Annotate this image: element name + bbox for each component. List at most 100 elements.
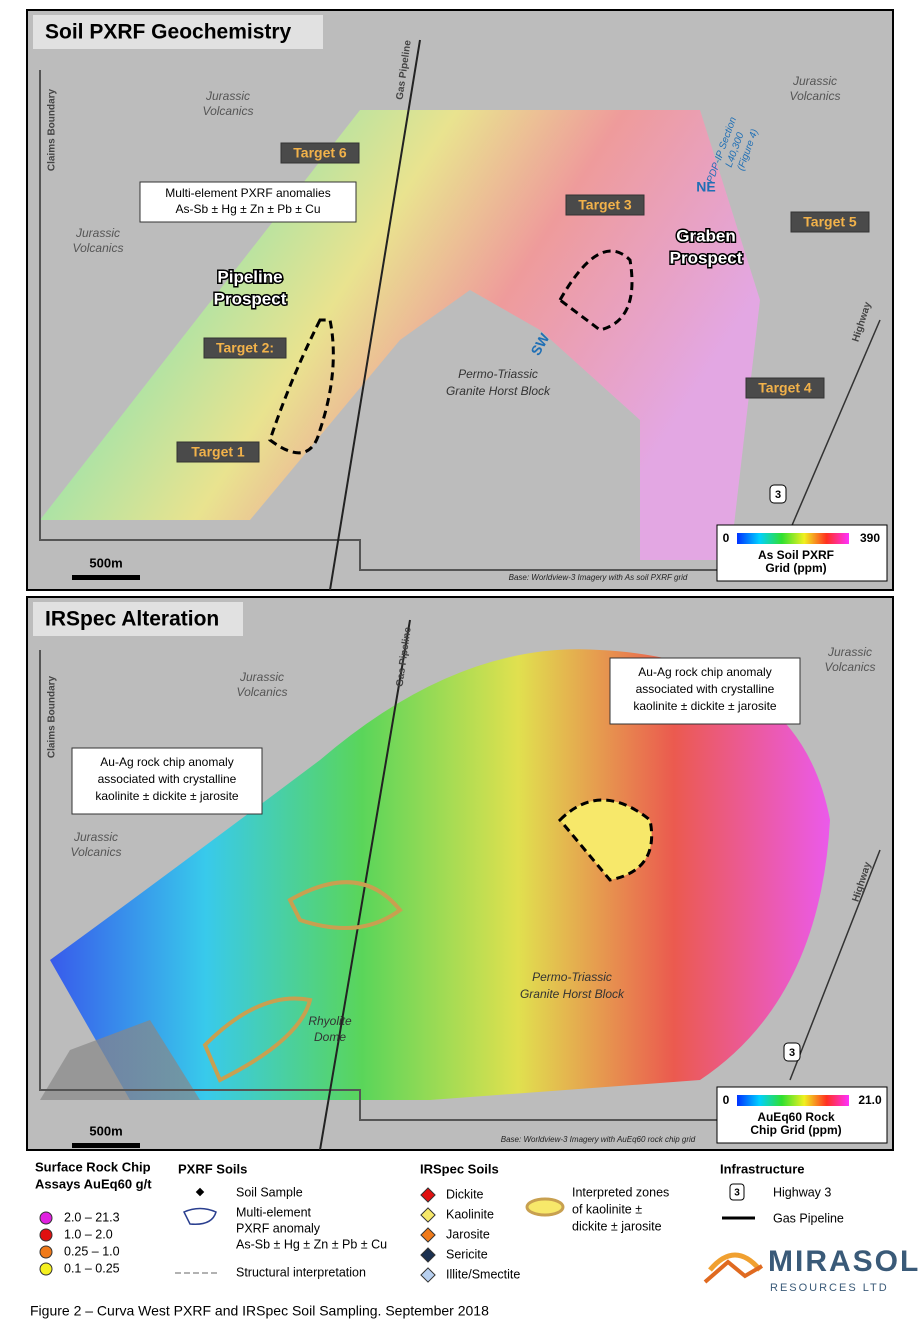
label: 0	[723, 531, 730, 545]
rhyolite-area	[40, 1020, 200, 1100]
label: Soil Sample	[236, 1185, 303, 1199]
scale-bar	[72, 575, 140, 580]
label: Granite Horst Block	[520, 987, 625, 1001]
label-box	[745, 377, 825, 399]
label: Volcanics	[71, 845, 122, 859]
colorbar	[737, 533, 849, 544]
zone-outline	[287, 880, 403, 930]
label-box	[565, 194, 645, 216]
label: 500m	[89, 555, 122, 570]
label: Permo-Triassic	[458, 367, 538, 381]
legend-swatch	[420, 1187, 436, 1203]
label: Grid (ppm)	[765, 561, 826, 575]
label: 21.0	[858, 1093, 882, 1107]
label: kaolinite ± dickite ± jarosite	[95, 789, 239, 803]
claims-line	[39, 70, 880, 571]
target-outline	[558, 249, 634, 332]
label: Target 4	[758, 380, 812, 396]
label: Graben	[676, 226, 736, 245]
label: Volcanics	[203, 104, 254, 118]
label: Target 1	[191, 444, 245, 460]
label: 500m	[89, 1123, 122, 1138]
label: Claims Boundary	[47, 88, 58, 171]
anomaly-symbol	[182, 1207, 217, 1225]
label: PXRF Soils	[178, 1161, 247, 1176]
label: AuEq60 Rock	[757, 1110, 835, 1124]
label: 0.1 – 0.25	[64, 1261, 120, 1275]
label: Soil PXRF Geochemistry	[45, 21, 292, 44]
label: Target 2:	[216, 340, 274, 356]
pipeline-line	[329, 39, 421, 591]
auEq-grid	[50, 649, 830, 1100]
target-outline	[557, 798, 654, 882]
label: associated with crystalline	[98, 772, 237, 786]
highway-shield	[729, 1183, 745, 1201]
label: 1.0 – 2.0	[64, 1227, 113, 1241]
label: IRSpec Alteration	[45, 608, 219, 631]
label-box	[280, 142, 360, 164]
label: Figure 2 – Curva West PXRF and IRSpec So…	[30, 1303, 489, 1319]
label: Au-Ag rock chip anomaly	[638, 665, 771, 679]
legend-swatch	[420, 1247, 436, 1263]
highway-shield	[769, 484, 787, 504]
label: NE	[696, 179, 715, 195]
label: Claims Boundary	[47, 675, 58, 758]
label: Base: Worldview-3 Imagery with AuEq60 ro…	[501, 1135, 696, 1144]
label: As-Sb ± Hg ± Zn ± Pb ± Cu	[236, 1237, 387, 1251]
highway-line	[789, 319, 881, 531]
label: PXRF anomaly	[236, 1221, 321, 1235]
label: of kaolinite ±	[572, 1202, 642, 1216]
label-box	[176, 441, 260, 463]
label: IRSpec Soils	[420, 1161, 499, 1176]
title-box	[33, 15, 323, 49]
top-panel	[26, 9, 894, 591]
label: Prospect	[214, 289, 287, 308]
zone-outline	[202, 996, 313, 1083]
label: Dickite	[446, 1187, 484, 1201]
label: Volcanics	[825, 660, 876, 674]
label: Infrastructure	[720, 1161, 805, 1176]
label: Target 3	[578, 197, 632, 213]
label: Jurassic	[205, 89, 250, 103]
label: Interpreted zones	[572, 1185, 669, 1199]
legend-swatch	[420, 1207, 436, 1223]
label: As Soil PXRF	[758, 548, 834, 562]
label: Structural interpretation	[236, 1265, 366, 1279]
label: Base: Worldview-3 Imagery with As soil P…	[509, 573, 688, 582]
callout-box	[609, 657, 801, 725]
label: associated with crystalline	[636, 682, 775, 696]
label: 390	[860, 531, 880, 545]
label: Jurassic	[239, 670, 284, 684]
label: Target 5	[803, 214, 857, 230]
target-outline	[268, 318, 335, 455]
legend-swatch	[420, 1227, 436, 1243]
label: 3	[775, 489, 781, 501]
label: As-Sb ± Hg ± Zn ± Pb ± Cu	[175, 202, 320, 216]
label: Dome	[314, 1030, 346, 1044]
label: Pipeline	[217, 267, 282, 286]
highway-line	[789, 849, 881, 1081]
callout-box	[139, 181, 357, 223]
label: Jurassic	[73, 830, 118, 844]
label: 0.25 – 1.0	[64, 1244, 120, 1258]
claims-line	[39, 650, 880, 1121]
label: Target 6	[293, 145, 347, 161]
legend-swatch	[39, 1245, 53, 1259]
title-box	[33, 602, 243, 636]
legend-swatch	[39, 1262, 53, 1276]
label: 3	[789, 1047, 795, 1059]
label: Volcanics	[790, 89, 841, 103]
label: Rhyolite	[308, 1014, 352, 1028]
label: Assays AuEq60 g/t	[35, 1176, 152, 1191]
colorbar	[737, 1095, 849, 1106]
label: kaolinite ± dickite ± jarosite	[633, 699, 777, 713]
label: Illite/Smectite	[446, 1267, 520, 1281]
label: 3	[734, 1188, 740, 1199]
label: Multi-element PXRF anomalies	[165, 186, 330, 200]
label: Jurassic	[827, 645, 872, 659]
label: Chip Grid (ppm)	[750, 1123, 841, 1137]
label: Gas Pipeline	[773, 1211, 844, 1225]
label: Au-Ag rock chip anomaly	[100, 755, 233, 769]
label-box	[790, 211, 870, 233]
